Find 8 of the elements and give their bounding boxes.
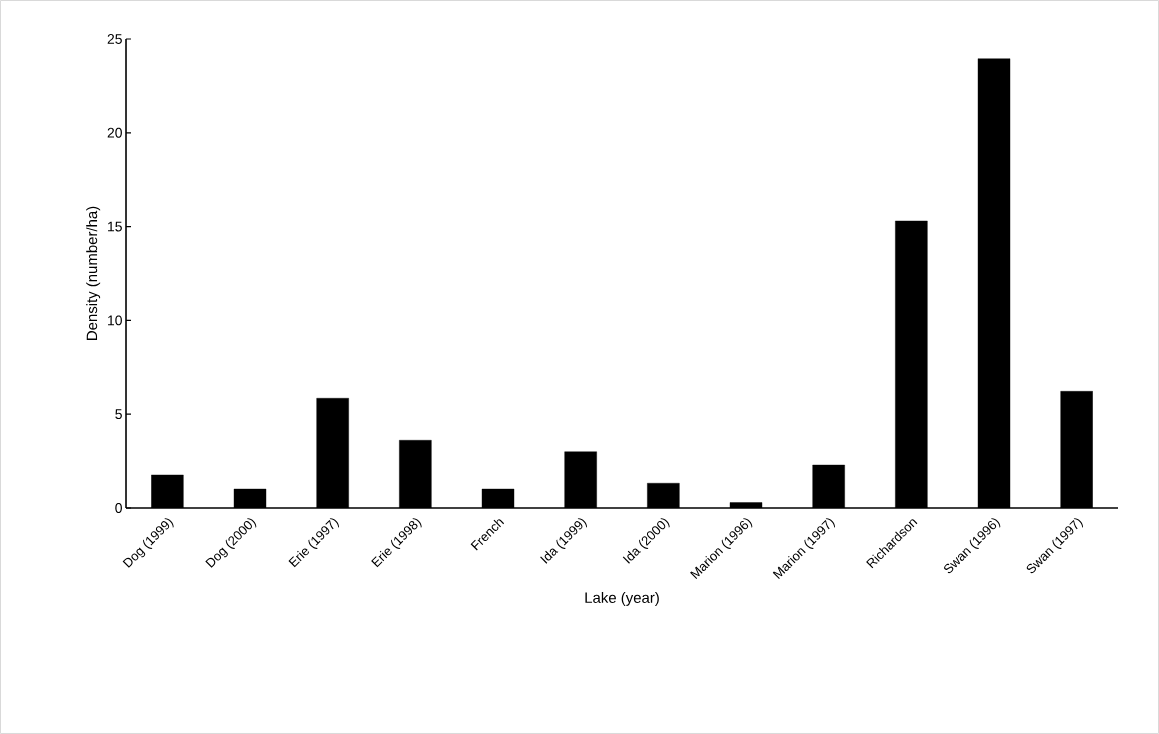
- y-tick-label: 25: [107, 34, 122, 44]
- y-tick-label: 0: [115, 503, 122, 513]
- x-axis-title: Lake (year): [585, 591, 659, 606]
- y-tick-label: 15: [108, 221, 122, 232]
- y-axis-title: Density (number/ha): [86, 206, 101, 340]
- y-tick-label: 5: [115, 409, 122, 420]
- y-tick-label: 20: [107, 127, 122, 138]
- y-tick-label: 10: [108, 315, 122, 326]
